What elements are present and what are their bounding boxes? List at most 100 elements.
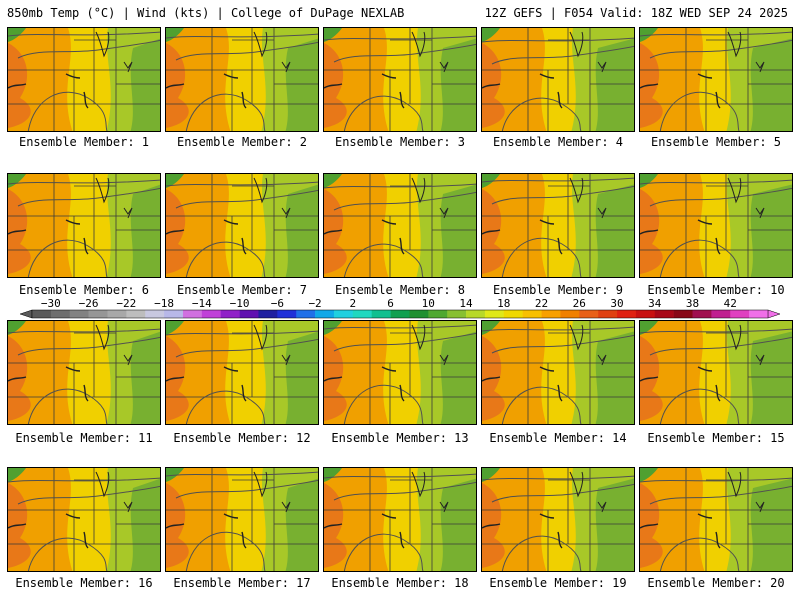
ensemble-member-label: Ensemble Member: 10 <box>647 283 785 297</box>
ensemble-panel-12 <box>165 320 319 425</box>
temperature-map <box>8 468 160 571</box>
colorbar-tick-label: 42 <box>724 297 737 310</box>
colorbar-min-arrow <box>19 309 33 319</box>
ensemble-panel-10 <box>639 173 793 278</box>
colorbar-tick-label: −2 <box>308 297 321 310</box>
state-borders <box>8 28 160 131</box>
ensemble-member-label: Ensemble Member: 6 <box>18 283 150 297</box>
ensemble-member-label: Ensemble Member: 5 <box>650 135 782 149</box>
state-borders <box>482 174 634 277</box>
colorbar-swatch <box>560 310 580 318</box>
isotherm-contours <box>640 179 792 277</box>
colorbar-swatch <box>352 310 372 318</box>
colorbar-tick-label: 30 <box>610 297 623 310</box>
colorbar-swatch <box>107 310 127 318</box>
ensemble-panel-11 <box>7 320 161 425</box>
ensemble-member-label: Ensemble Member: 4 <box>492 135 624 149</box>
temperature-map <box>482 28 634 131</box>
colorbar-swatch <box>447 310 467 318</box>
state-borders <box>640 468 792 571</box>
colorbar-swatch <box>315 310 335 318</box>
ensemble-panel-18 <box>323 467 477 572</box>
colorbar-tick-label: 18 <box>497 297 510 310</box>
colorbar-swatch <box>541 310 561 318</box>
chart-title: 850mb Temp (°C) | Wind (kts) | College o… <box>7 6 405 20</box>
model-run-info: 12Z GEFS | F054 Valid: 18Z WED SEP 24 20… <box>484 6 788 20</box>
state-borders <box>8 174 160 277</box>
isotherm-contours <box>324 35 476 131</box>
colorbar-swatch <box>145 310 165 318</box>
temperature-colorbar: −30 −26 −22 −18 −14 −10 −6 −2 2 6 10 14 18 22 26 30 34 38… <box>19 297 781 319</box>
state-borders <box>166 321 318 424</box>
ensemble-member-label: Ensemble Member: 2 <box>176 135 308 149</box>
colorbar-swatch <box>371 310 391 318</box>
ensemble-panel-4 <box>481 27 635 132</box>
colorbar-swatch <box>126 310 146 318</box>
ensemble-member-label: Ensemble Member: 1 <box>18 135 150 149</box>
state-borders <box>8 468 160 571</box>
colorbar-tick-label: −18 <box>154 297 174 310</box>
temperature-map <box>8 174 160 277</box>
colorbar-swatch <box>201 310 222 318</box>
ensemble-member-label: Ensemble Member: 9 <box>492 283 624 297</box>
temperature-map <box>166 174 318 277</box>
isotherm-contours <box>482 177 634 277</box>
isotherm-contours <box>166 330 318 424</box>
ensemble-panel-16 <box>7 467 161 572</box>
colorbar-swatch <box>50 310 71 318</box>
isotherm-contours <box>640 328 792 424</box>
colorbar-swatch <box>654 310 674 318</box>
colorbar-tick-label: 26 <box>573 297 586 310</box>
colorbar-swatch <box>503 310 523 318</box>
ensemble-member-label: Ensemble Member: 14 <box>489 431 627 445</box>
colorbar-swatch <box>673 310 693 318</box>
state-borders <box>8 321 160 424</box>
temperature-map <box>324 28 476 131</box>
isotherm-contours <box>324 183 476 277</box>
isotherm-contours <box>640 477 792 571</box>
ensemble-member-label: Ensemble Member: 7 <box>176 283 308 297</box>
ensemble-member-label: Ensemble Member: 11 <box>15 431 153 445</box>
ensemble-panel-6 <box>7 173 161 278</box>
state-borders <box>324 28 476 131</box>
colorbar-tick-label: −6 <box>271 297 284 310</box>
ensemble-member-label: Ensemble Member: 3 <box>334 135 466 149</box>
isotherm-contours <box>482 326 634 424</box>
state-borders <box>166 174 318 277</box>
state-borders <box>640 174 792 277</box>
ensemble-member-label: Ensemble Member: 20 <box>647 576 785 590</box>
temperature-map <box>640 321 792 424</box>
colorbar-swatch <box>579 310 599 318</box>
temperature-map <box>640 28 792 131</box>
colorbar-tick-label: 22 <box>535 297 548 310</box>
colorbar-swatch <box>617 310 637 318</box>
ensemble-member-label: Ensemble Member: 16 <box>15 576 153 590</box>
colorbar-tick-label: −10 <box>230 297 250 310</box>
temperature-map <box>166 468 318 571</box>
state-borders <box>640 28 792 131</box>
colorbar-swatch <box>484 310 505 318</box>
isotherm-contours <box>482 37 634 131</box>
colorbar-swatch <box>32 310 52 318</box>
temperature-map <box>8 28 160 131</box>
colorbar-tick-label: 6 <box>387 297 394 310</box>
isotherm-contours <box>166 181 318 277</box>
colorbar-tick-label: 14 <box>459 297 473 310</box>
colorbar-swatch <box>635 310 656 318</box>
colorbar-swatch <box>598 310 618 318</box>
colorbar-tick-label: 2 <box>350 297 357 310</box>
colorbar-tick-label: −14 <box>192 297 212 310</box>
colorbar-tick-label: 38 <box>686 297 699 310</box>
ensemble-panel-2 <box>165 27 319 132</box>
temperature-map <box>640 468 792 571</box>
isotherm-contours <box>166 33 318 131</box>
isotherm-contours <box>166 471 318 571</box>
colorbar-tick-label: −30 <box>41 297 61 310</box>
ensemble-panel-17 <box>165 467 319 572</box>
colorbar-swatch <box>409 310 429 318</box>
temperature-map <box>482 321 634 424</box>
ensemble-panel-1 <box>7 27 161 132</box>
ensemble-panel-14 <box>481 320 635 425</box>
temperature-map <box>640 174 792 277</box>
colorbar-swatch <box>333 310 354 318</box>
